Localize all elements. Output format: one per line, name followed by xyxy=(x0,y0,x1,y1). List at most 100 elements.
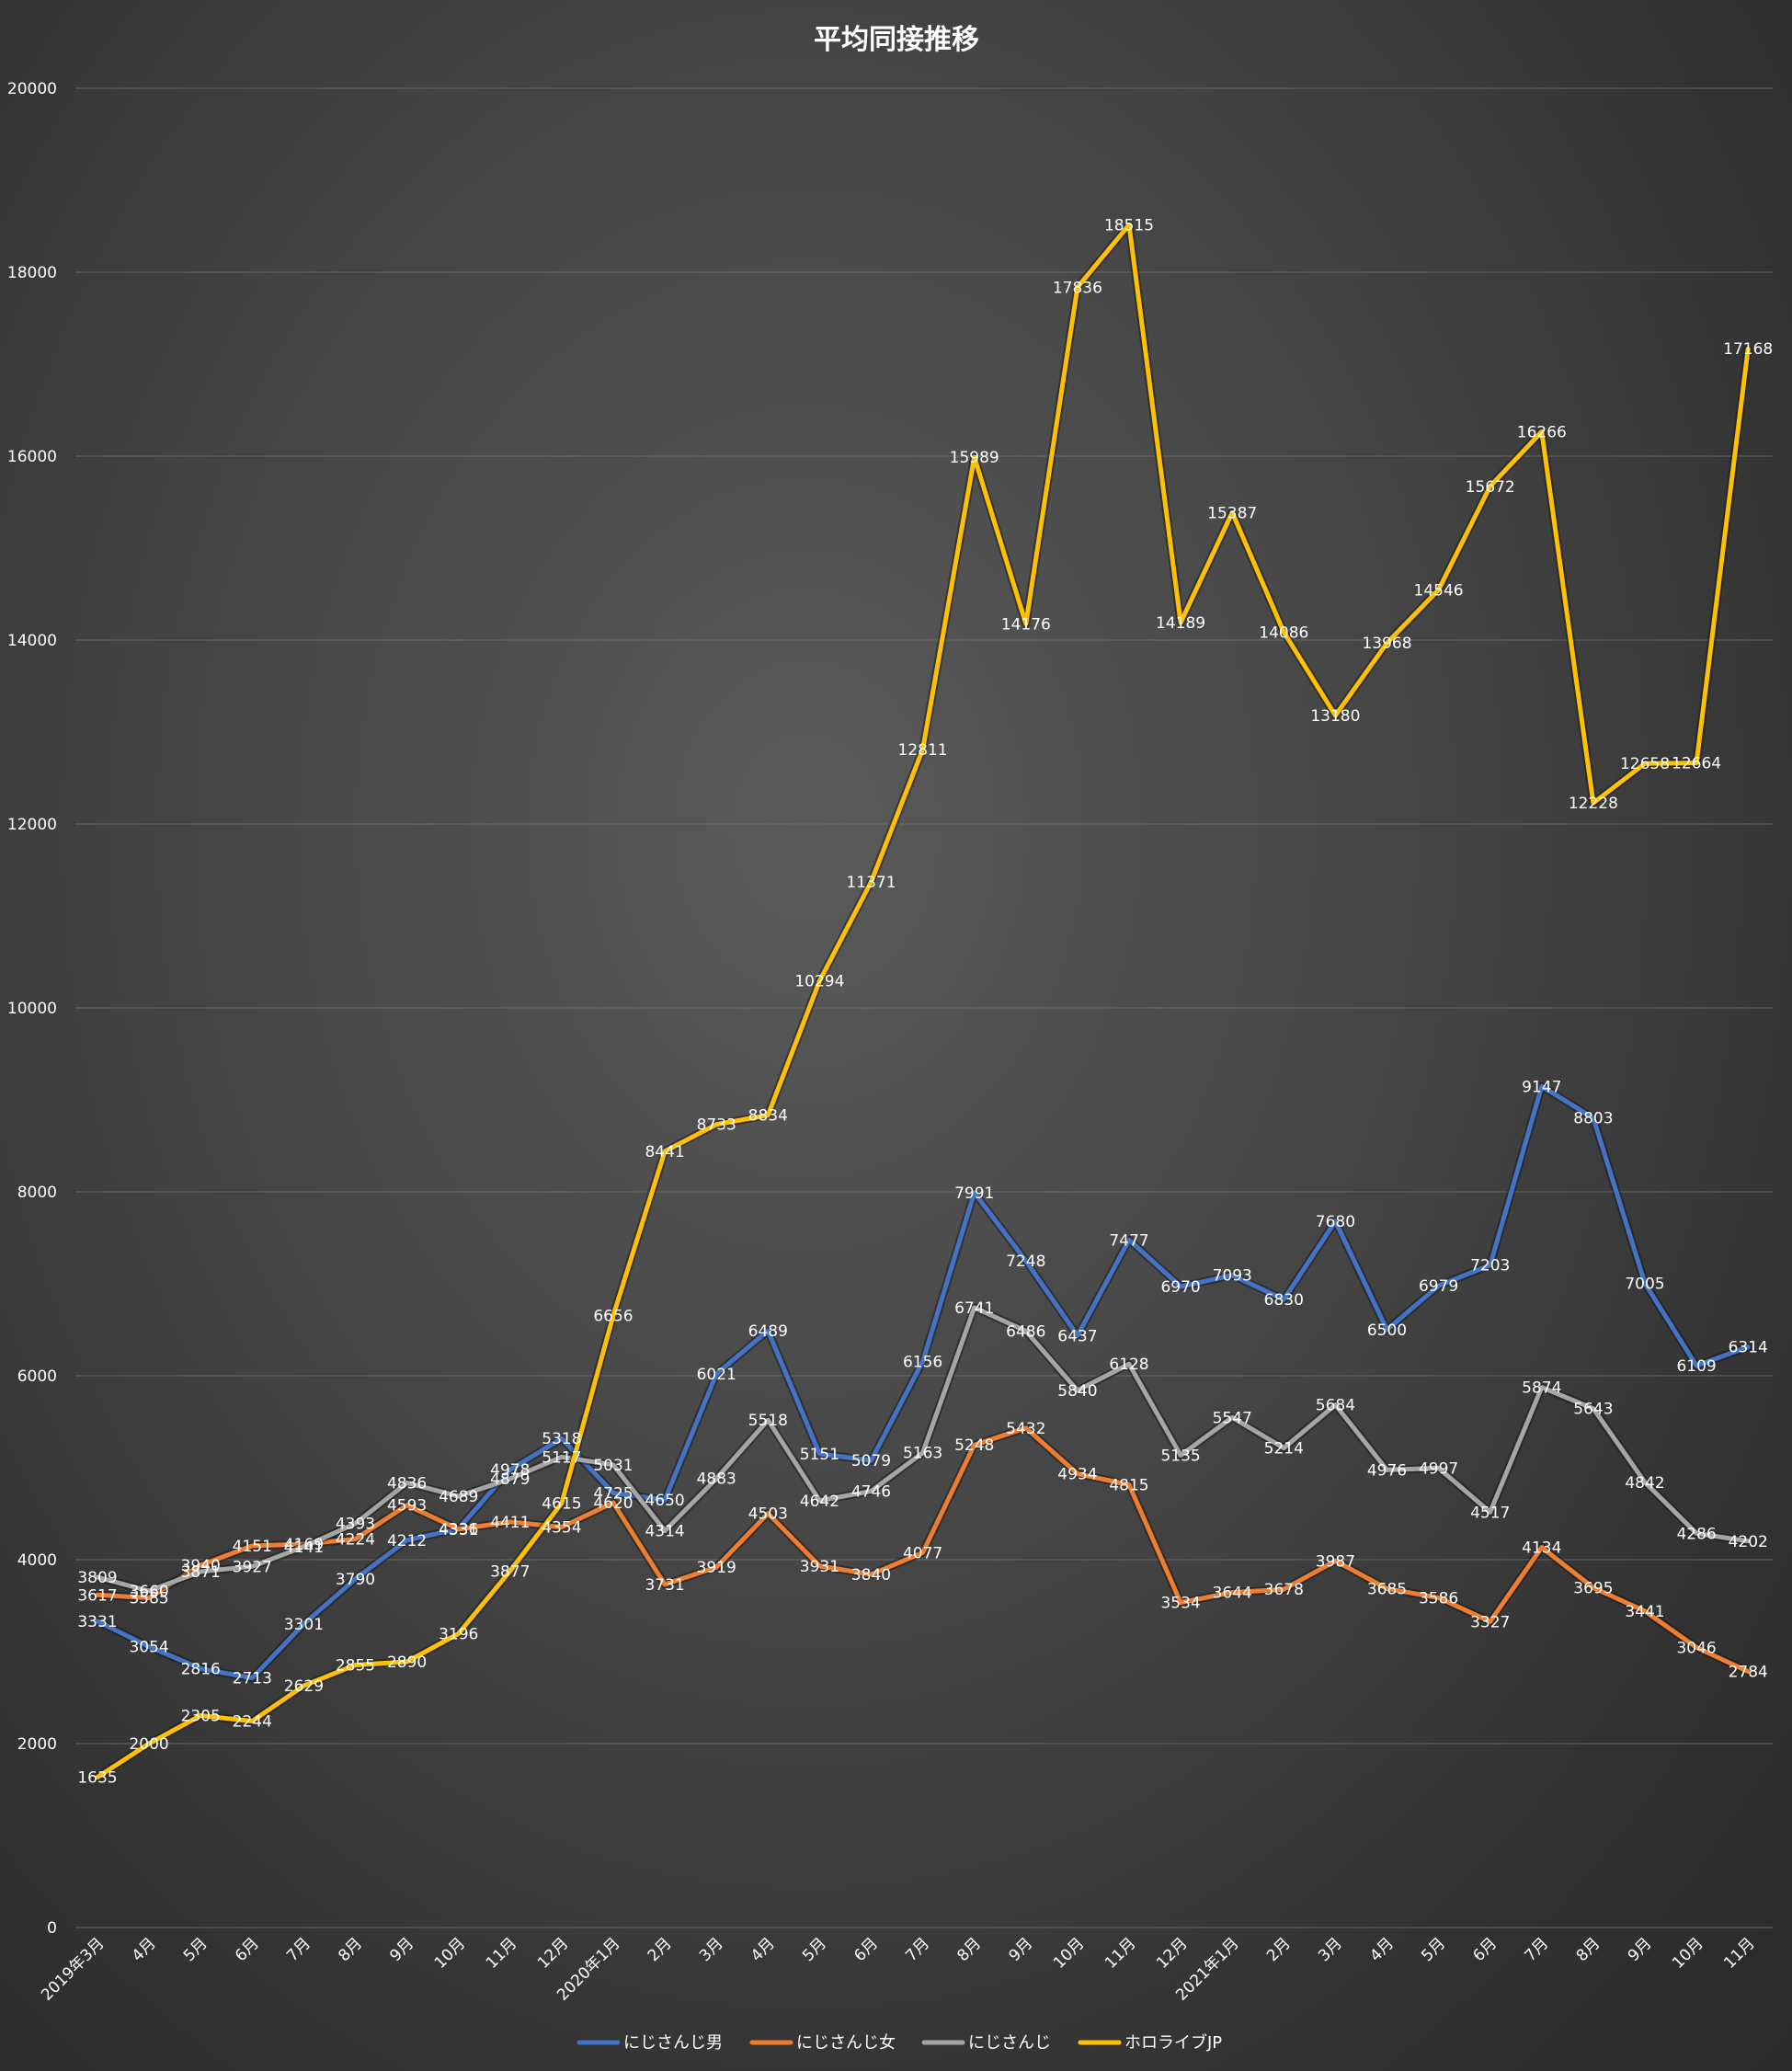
data-label: 5214 xyxy=(1264,1440,1304,1459)
data-label: 4354 xyxy=(542,1519,581,1538)
data-label: 4620 xyxy=(593,1494,633,1513)
data-label: 12228 xyxy=(1569,795,1618,813)
data-label: 2784 xyxy=(1729,1664,1768,1682)
data-label: 14189 xyxy=(1156,614,1205,633)
y-tick-label: 2000 xyxy=(17,1735,57,1754)
data-label: 8803 xyxy=(1573,1110,1613,1128)
data-label: 6489 xyxy=(748,1322,788,1341)
data-label: 9147 xyxy=(1522,1078,1561,1096)
data-label: 3919 xyxy=(697,1559,736,1577)
data-label: 3617 xyxy=(77,1586,117,1605)
data-label: 3809 xyxy=(77,1569,117,1587)
data-label: 12658 xyxy=(1620,755,1670,773)
data-label: 12811 xyxy=(898,741,948,760)
data-label: 2855 xyxy=(336,1657,375,1676)
series-line xyxy=(95,223,1751,1779)
data-label: 3840 xyxy=(851,1566,891,1585)
data-label: 2629 xyxy=(284,1677,324,1696)
x-tick-label: 10月 xyxy=(1050,1934,1088,1972)
data-label: 6741 xyxy=(954,1299,994,1318)
x-tick-label: 10月 xyxy=(431,1934,469,1972)
x-tick-label: 6月 xyxy=(1469,1934,1501,1965)
data-label: 4212 xyxy=(387,1532,427,1550)
series-lines xyxy=(93,221,1752,1781)
x-tick-label: 5月 xyxy=(1418,1934,1449,1965)
data-label: 7203 xyxy=(1470,1257,1510,1276)
x-tick-label: 2月 xyxy=(1263,1934,1295,1965)
y-tick-label: 8000 xyxy=(17,1184,57,1202)
data-label: 7248 xyxy=(1006,1253,1045,1271)
data-label: 5135 xyxy=(1160,1447,1200,1466)
data-label: 3196 xyxy=(439,1625,478,1643)
data-label: 6486 xyxy=(1006,1322,1045,1341)
data-label: 3054 xyxy=(129,1639,168,1657)
data-label: 6500 xyxy=(1367,1322,1407,1340)
x-tick-label: 2月 xyxy=(645,1934,676,1965)
x-tick-label: 6月 xyxy=(232,1934,263,1965)
y-tick-label: 16000 xyxy=(7,448,57,466)
data-label: 4336 xyxy=(439,1520,478,1539)
data-label: 5547 xyxy=(1213,1409,1252,1427)
data-label: 4314 xyxy=(645,1523,684,1541)
data-label: 4815 xyxy=(1109,1477,1148,1495)
data-label: 5318 xyxy=(542,1430,581,1448)
data-label: 4151 xyxy=(233,1538,272,1556)
data-label: 5432 xyxy=(1006,1420,1045,1438)
data-label: 7991 xyxy=(954,1184,994,1203)
data-label: 4978 xyxy=(490,1461,530,1480)
data-label: 2713 xyxy=(233,1670,272,1688)
data-label: 4134 xyxy=(1522,1539,1561,1558)
data-label: 5840 xyxy=(1057,1382,1097,1401)
legend-label: にじさんじ女 xyxy=(796,2033,896,2053)
y-tick-label: 0 xyxy=(47,1919,57,1938)
y-tick-label: 10000 xyxy=(7,1000,57,1018)
data-label: 14176 xyxy=(1001,615,1051,634)
data-label: 6830 xyxy=(1264,1291,1304,1310)
data-label: 6156 xyxy=(903,1353,942,1371)
series-line xyxy=(95,1083,1751,1681)
data-label: 4141 xyxy=(284,1539,324,1557)
chart-title: 平均同接推移 xyxy=(814,24,979,56)
data-label: 4883 xyxy=(697,1470,736,1489)
data-label: 3644 xyxy=(1213,1585,1252,1603)
data-label: 7680 xyxy=(1316,1213,1355,1231)
x-tick-label: 8月 xyxy=(953,1934,985,1965)
data-label: 5643 xyxy=(1573,1401,1613,1419)
data-label: 3790 xyxy=(336,1571,375,1589)
data-label: 5031 xyxy=(593,1457,633,1475)
x-tick-label: 3月 xyxy=(696,1934,727,1965)
data-label: 3987 xyxy=(1316,1552,1355,1571)
data-label: 4286 xyxy=(1676,1525,1716,1543)
data-label: 3585 xyxy=(129,1590,168,1608)
legend: にじさんじ男 にじさんじ女 にじさんじ ホロライブJP xyxy=(576,2032,1222,2053)
data-label: 6021 xyxy=(697,1366,736,1384)
x-tick-label: 8月 xyxy=(335,1934,366,1965)
data-label: 11371 xyxy=(846,874,896,892)
x-tick-label: 7月 xyxy=(1522,1934,1553,1965)
data-label: 10294 xyxy=(794,973,844,991)
legend-label: にじさんじ男 xyxy=(623,2033,723,2053)
legend-label: にじさんじ xyxy=(968,2033,1051,2053)
data-label: 4976 xyxy=(1367,1461,1407,1480)
x-tick-label: 7月 xyxy=(283,1934,314,1965)
data-label: 4836 xyxy=(387,1474,427,1493)
data-label: 7005 xyxy=(1625,1276,1664,1294)
data-label: 14086 xyxy=(1259,624,1308,642)
x-tick-label: 10月 xyxy=(1669,1934,1706,1972)
y-tick-label: 4000 xyxy=(17,1551,57,1570)
x-tick-label: 9月 xyxy=(386,1934,417,1965)
data-label: 5117 xyxy=(542,1448,581,1467)
data-label: 4879 xyxy=(490,1470,530,1489)
data-label: 4503 xyxy=(748,1505,788,1524)
data-label: 15672 xyxy=(1466,478,1515,497)
y-tick-label: 18000 xyxy=(7,264,57,282)
data-label: 8834 xyxy=(748,1107,788,1126)
data-label: 12664 xyxy=(1672,755,1721,773)
data-label: 6970 xyxy=(1160,1278,1200,1297)
data-label: 14546 xyxy=(1414,581,1464,600)
data-label: 5151 xyxy=(800,1446,839,1464)
x-tick-label: 9月 xyxy=(1625,1934,1656,1965)
data-label: 5248 xyxy=(954,1436,994,1455)
